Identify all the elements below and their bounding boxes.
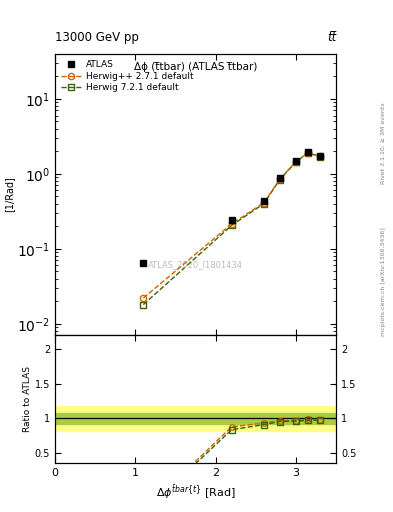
Y-axis label: $\frac{1}{\sigma}\frac{d\sigma^{id}}{d\Delta\phi^{norm}}$
[1/Rad]: $\frac{1}{\sigma}\frac{d\sigma^{id}}{d\D…: [0, 177, 14, 212]
Herwig++ 2.7.1 default: [318, 153, 322, 159]
Legend: ATLAS, Herwig++ 2.7.1 default, Herwig 7.2.1 default: ATLAS, Herwig++ 2.7.1 default, Herwig 7.…: [59, 58, 195, 94]
Text: Rivet 3.1.10, ≥ 3M events: Rivet 3.1.10, ≥ 3M events: [381, 102, 386, 184]
Herwig++ 2.7.1 default: [277, 176, 282, 182]
ATLAS: [294, 158, 298, 164]
ATLAS: [261, 198, 266, 204]
Herwig 7.2.1 default: [294, 159, 298, 165]
Herwig++ 2.7.1 default: [294, 159, 298, 165]
Bar: [55, 406, 336, 431]
Herwig 7.2.1 default: [261, 201, 266, 207]
Y-axis label: Ratio to ATLAS: Ratio to ATLAS: [23, 367, 32, 432]
Line: ATLAS: ATLAS: [140, 149, 323, 266]
ATLAS: [306, 149, 310, 155]
Text: ATLAS_2020_I1801434: ATLAS_2020_I1801434: [148, 261, 243, 269]
Bar: [55, 413, 336, 424]
Herwig++ 2.7.1 default: [229, 221, 234, 227]
Text: tt̅: tt̅: [327, 31, 336, 44]
Herwig++ 2.7.1 default: [306, 150, 310, 156]
Herwig 7.2.1 default: [277, 177, 282, 183]
Text: mcplots.cern.ch [arXiv:1306.3436]: mcplots.cern.ch [arXiv:1306.3436]: [381, 227, 386, 336]
Herwig++ 2.7.1 default: [261, 200, 266, 206]
Herwig 7.2.1 default: [229, 222, 234, 228]
Text: Δϕ (t̅tbar) (ATLAS t̅tbar): Δϕ (t̅tbar) (ATLAS t̅tbar): [134, 62, 257, 72]
Herwig 7.2.1 default: [318, 154, 322, 160]
Herwig 7.2.1 default: [141, 302, 146, 308]
ATLAS: [318, 153, 322, 159]
ATLAS: [141, 260, 146, 266]
ATLAS: [277, 175, 282, 181]
Line: Herwig++ 2.7.1 default: Herwig++ 2.7.1 default: [143, 153, 320, 298]
Line: Herwig 7.2.1 default: Herwig 7.2.1 default: [143, 153, 320, 305]
Text: 13000 GeV pp: 13000 GeV pp: [55, 31, 139, 44]
ATLAS: [229, 217, 234, 223]
Herwig++ 2.7.1 default: [141, 295, 146, 301]
X-axis label: $\Delta\phi^{\bar{t}bar\{t\}}$ [Rad]: $\Delta\phi^{\bar{t}bar\{t\}}$ [Rad]: [156, 484, 235, 501]
Herwig 7.2.1 default: [306, 150, 310, 156]
